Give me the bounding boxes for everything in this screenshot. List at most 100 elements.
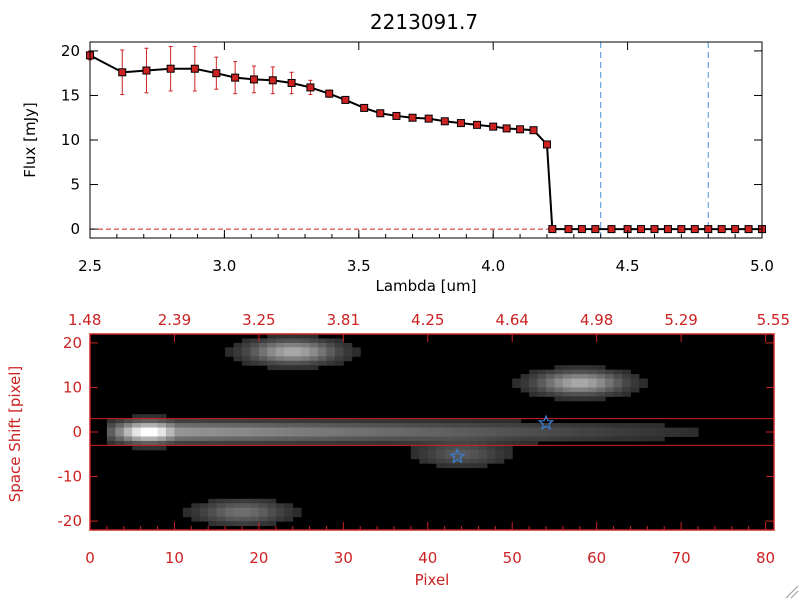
image-pixel xyxy=(622,374,631,380)
data-point xyxy=(142,66,151,75)
image-pixel xyxy=(351,351,361,357)
image-pixel xyxy=(605,383,615,388)
image-pixel xyxy=(309,360,319,366)
image-pixel xyxy=(537,374,547,380)
image-pixel xyxy=(267,423,277,429)
image-pixel xyxy=(182,427,192,433)
image-pixel xyxy=(419,418,429,424)
image-pixel xyxy=(174,423,184,429)
image-pixel xyxy=(267,427,277,433)
image-pixel xyxy=(571,383,581,388)
image-pixel xyxy=(275,440,285,446)
data-point xyxy=(744,225,753,234)
dashed-lines xyxy=(600,42,709,238)
image-pixel xyxy=(242,356,251,362)
data-point xyxy=(341,95,350,104)
image-pixel xyxy=(419,432,429,437)
image-pixel xyxy=(596,432,606,437)
image-pixel xyxy=(191,512,201,518)
image-pixel xyxy=(512,440,522,446)
image-pixel xyxy=(529,383,539,388)
image-y-label: Space Shift [pixel] xyxy=(6,366,24,503)
image-pixel xyxy=(267,436,277,442)
image-pixel xyxy=(630,423,640,429)
image-pixel xyxy=(275,360,285,366)
image-pixel xyxy=(166,436,175,442)
image-pixel xyxy=(546,423,555,429)
image-pixel xyxy=(638,383,648,388)
image-pixel xyxy=(149,414,159,420)
image-pixel xyxy=(284,507,294,513)
x-tick-label: 3.0 xyxy=(212,257,236,275)
image-pixel xyxy=(318,427,327,433)
x-tick-label: 50 xyxy=(503,549,522,567)
image-pixel xyxy=(537,436,547,442)
image-pixel xyxy=(216,521,226,527)
image-pixel xyxy=(444,427,454,433)
image-pixel xyxy=(233,436,243,442)
image-pixel xyxy=(225,507,235,513)
image-pixel xyxy=(444,436,454,442)
image-pixel xyxy=(495,432,505,437)
image-pixel xyxy=(562,383,572,388)
image-pixel xyxy=(588,391,598,397)
image-pixel xyxy=(622,391,631,397)
image-pixel xyxy=(394,423,403,429)
image-pixel xyxy=(486,418,496,424)
resize-grip-icon[interactable] xyxy=(785,585,799,599)
image-pixel xyxy=(470,449,479,455)
image-pixel xyxy=(174,418,184,424)
image-pixel xyxy=(301,338,311,344)
image-pixel xyxy=(343,418,353,424)
image-pixel xyxy=(360,427,370,433)
image-pixel xyxy=(157,423,167,429)
image-pixel xyxy=(166,440,175,446)
image-pixel xyxy=(225,521,235,527)
image-pixel xyxy=(368,436,378,442)
image-pixel xyxy=(537,391,547,397)
image-pixel xyxy=(166,423,175,429)
data-point xyxy=(231,73,240,82)
image-pixel xyxy=(225,436,235,442)
image-pixel xyxy=(132,436,142,442)
image-pixel xyxy=(520,432,530,437)
image-pixel xyxy=(334,418,344,424)
image-pixel xyxy=(436,418,446,424)
image-pixel xyxy=(537,387,547,393)
image-pixel xyxy=(208,440,218,446)
image-pixel xyxy=(478,440,488,446)
error-bars xyxy=(88,45,549,147)
image-pixel xyxy=(503,454,513,460)
image-pixel xyxy=(250,521,260,527)
image-pixel xyxy=(284,356,294,362)
image-pixel xyxy=(554,427,564,433)
image-pixel xyxy=(588,365,598,371)
image-pixel xyxy=(343,436,353,442)
image-pixel xyxy=(470,423,479,429)
image-pixel xyxy=(309,423,319,429)
image-pixel xyxy=(419,440,429,446)
image-pixel xyxy=(225,512,235,518)
image-pixel xyxy=(486,436,496,442)
image-pixel xyxy=(258,436,268,442)
top-tick-label: 2.39 xyxy=(158,311,191,329)
data-point xyxy=(529,126,538,135)
image-pixel xyxy=(622,427,631,433)
image-pixel xyxy=(292,423,302,429)
image-pixel xyxy=(520,378,530,384)
image-pixel xyxy=(233,521,243,527)
image-pixel xyxy=(554,369,564,375)
image-pixel xyxy=(554,383,564,388)
image-pixel xyxy=(106,440,116,446)
image-pixel xyxy=(478,436,488,442)
y-tick-label: -10 xyxy=(58,468,83,486)
image-pixel xyxy=(258,351,268,357)
image-pixel xyxy=(360,436,370,442)
image-pixel xyxy=(318,356,327,362)
image-pixel xyxy=(419,458,429,464)
image-pixel xyxy=(343,351,353,357)
image-pixel xyxy=(309,342,319,348)
image-pixel xyxy=(478,418,488,424)
image-pixel xyxy=(503,436,513,442)
image-pixel xyxy=(267,498,277,504)
